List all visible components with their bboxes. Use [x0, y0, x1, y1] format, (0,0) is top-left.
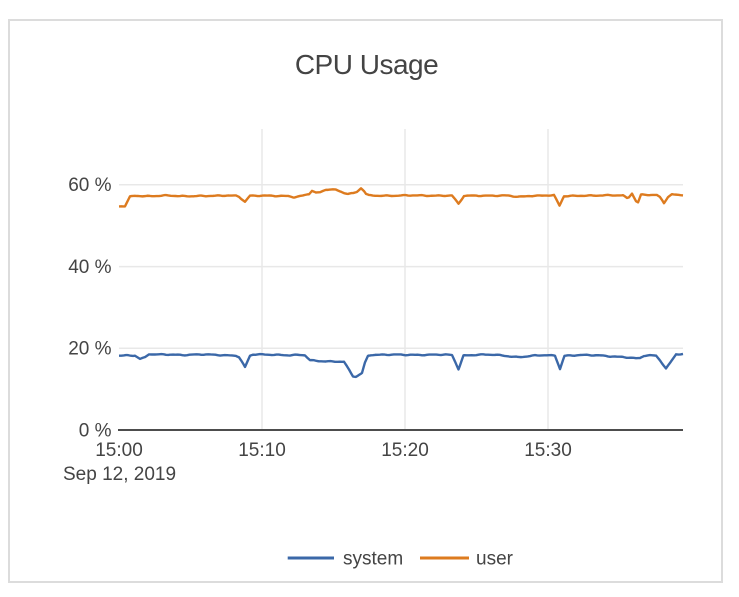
- svg-text:60 %: 60 %: [68, 175, 111, 196]
- svg-text:15:10: 15:10: [238, 440, 286, 461]
- svg-text:Sep 12, 2019: Sep 12, 2019: [63, 464, 176, 485]
- svg-text:20 %: 20 %: [68, 339, 111, 360]
- svg-text:CPU Usage: CPU Usage: [295, 49, 438, 80]
- svg-text:15:30: 15:30: [524, 440, 572, 461]
- svg-text:40 %: 40 %: [68, 257, 111, 278]
- svg-text:15:00: 15:00: [95, 440, 143, 461]
- svg-text:15:20: 15:20: [381, 440, 429, 461]
- svg-text:0 %: 0 %: [79, 420, 112, 441]
- svg-text:system: system: [343, 549, 403, 570]
- svg-text:user: user: [476, 549, 514, 570]
